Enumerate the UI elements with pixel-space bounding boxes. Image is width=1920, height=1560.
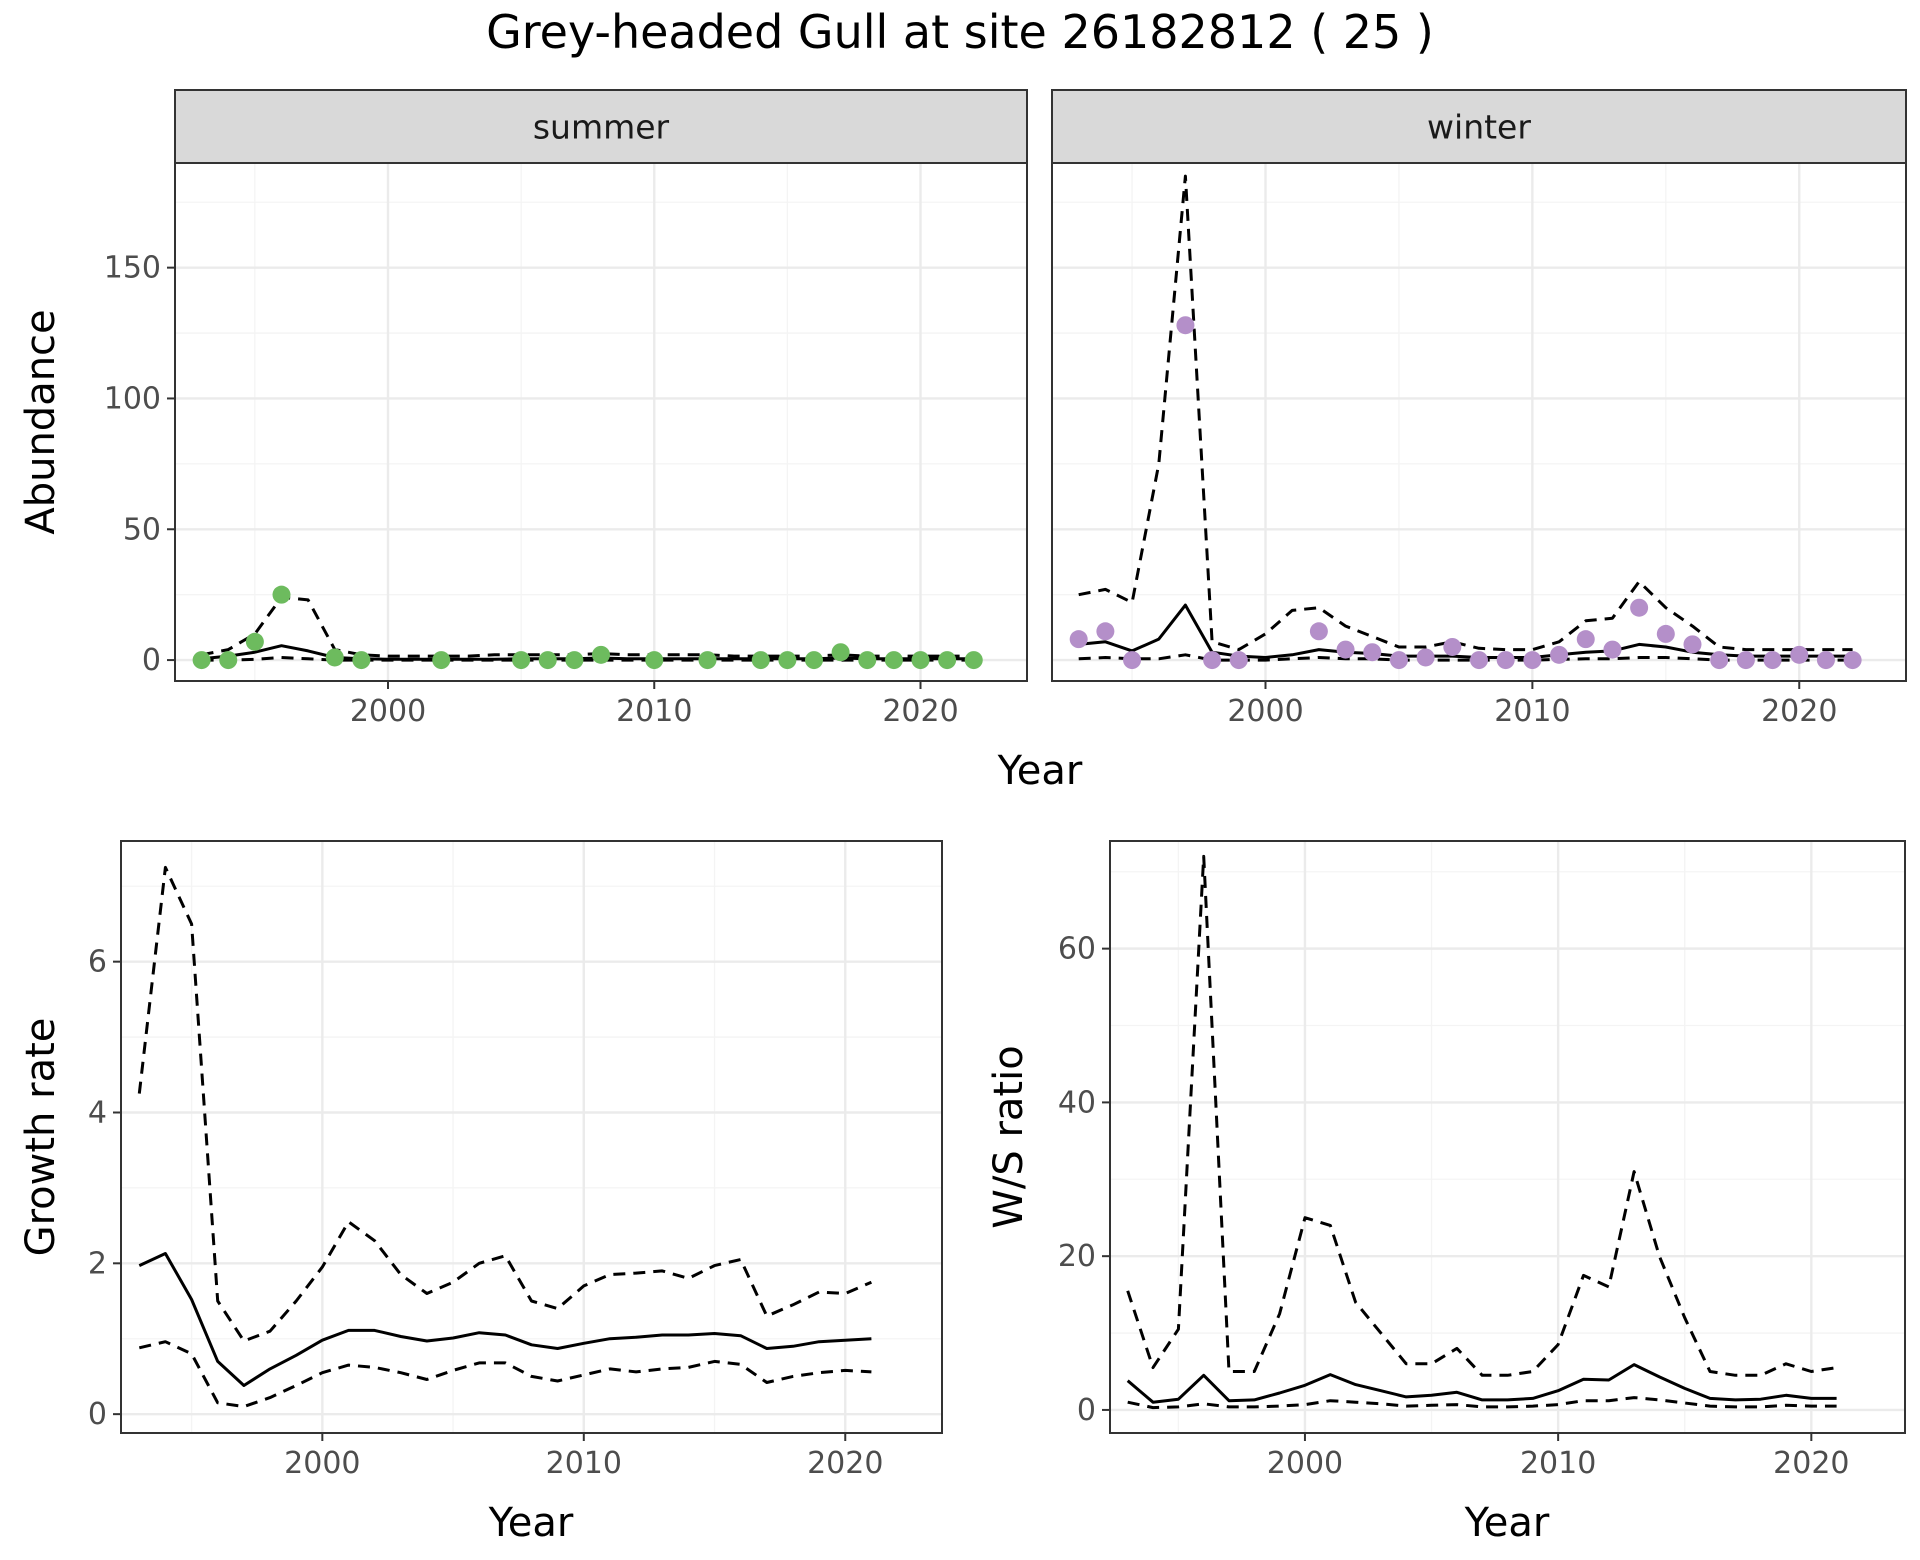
series-line-estimate	[138, 1252, 872, 1387]
data-point	[1336, 640, 1355, 659]
y-tick-label: 40	[1058, 1085, 1096, 1120]
data-point	[831, 643, 850, 662]
x-tick-label: 2010	[1494, 694, 1570, 729]
panel-summer: summer 2000 2010 2020 0 50 100 150	[104, 89, 1028, 729]
x-tick-label: 2000	[350, 694, 426, 729]
panel-border	[1109, 840, 1906, 1434]
panel-growth: 2000 2010 2020 0 2 4 6	[88, 840, 943, 1481]
data-point	[751, 651, 770, 670]
panel-background	[1110, 841, 1905, 1433]
x-tick-label: 2000	[284, 1446, 360, 1481]
series-line-lower	[138, 1340, 872, 1409]
y-tick-label: 50	[123, 512, 161, 547]
y-tick-label: 2	[88, 1246, 107, 1281]
chart-title: Grey-headed Gull at site 26182812 ( 25 )	[486, 5, 1434, 59]
facet-strip-label: winter	[1427, 108, 1531, 147]
data-point	[245, 632, 264, 651]
x-axis-title-growth: Year	[488, 1500, 574, 1546]
series-line-upper	[1078, 174, 1853, 652]
data-point	[1309, 622, 1328, 641]
data-point	[512, 651, 531, 670]
data-point	[964, 651, 983, 670]
x-tick-label: 2020	[882, 694, 958, 729]
data-point	[219, 651, 238, 670]
data-point	[1603, 640, 1622, 659]
x-tick-label: 2020	[807, 1446, 883, 1481]
data-point	[1683, 635, 1702, 654]
series-line-estimate	[1126, 1363, 1837, 1404]
x-tick-label: 2010	[546, 1446, 622, 1481]
panel-ratio: 2000 2010 2020 0 20 40 60	[1058, 840, 1906, 1481]
panel-border	[120, 840, 943, 1434]
data-point	[538, 651, 557, 670]
y-tick-label: 0	[142, 643, 161, 678]
y-axis-title-growth: Growth rate	[18, 1018, 64, 1257]
x-tick-label: 2010	[1520, 1446, 1596, 1481]
data-point	[1123, 651, 1142, 670]
data-point	[1576, 630, 1595, 649]
data-point	[911, 651, 930, 670]
data-point	[1843, 651, 1862, 670]
data-point	[1790, 645, 1809, 664]
data-point	[1416, 648, 1435, 667]
x-axis-title-top: Year	[997, 748, 1083, 794]
data-point	[352, 651, 371, 670]
facet-strip	[174, 89, 1028, 164]
y-tick-label: 60	[1058, 932, 1096, 967]
panel-winter: winter 2000 2010 2020	[1051, 89, 1907, 729]
data-point	[272, 585, 291, 604]
data-point	[1069, 630, 1088, 649]
y-tick-label: 6	[88, 945, 107, 980]
y-tick-label: 0	[88, 1397, 107, 1432]
data-point	[1816, 651, 1835, 670]
data-point	[1523, 651, 1542, 670]
y-axis-title-abundance: Abundance	[18, 309, 64, 534]
data-point	[432, 651, 451, 670]
data-point	[1443, 637, 1462, 656]
data-point	[1176, 316, 1195, 335]
x-tick-label: 2020	[1773, 1446, 1849, 1481]
facet-strip-label: summer	[533, 108, 670, 147]
data-point	[1656, 624, 1675, 643]
data-point	[1736, 651, 1755, 670]
data-point	[1496, 651, 1515, 670]
x-tick-label: 2010	[616, 694, 692, 729]
data-point	[325, 648, 344, 667]
x-axis-title-ratio: Year	[1464, 1500, 1550, 1546]
series-line-upper	[1126, 854, 1837, 1377]
y-tick-label: 150	[104, 251, 161, 286]
data-point	[1630, 598, 1649, 617]
data-point	[1470, 651, 1488, 670]
data-point	[698, 651, 717, 670]
data-point	[1096, 622, 1115, 641]
panel-background	[175, 163, 1027, 681]
y-tick-label: 20	[1058, 1239, 1096, 1274]
y-tick-label: 4	[88, 1095, 107, 1130]
data-point	[858, 651, 877, 670]
data-point	[805, 651, 823, 670]
data-point	[1203, 651, 1222, 670]
data-point	[938, 651, 957, 670]
y-axis-title-ratio: W/S ratio	[986, 1045, 1032, 1228]
data-point	[565, 651, 584, 670]
data-point	[1763, 651, 1782, 670]
data-point	[1389, 651, 1408, 670]
data-point	[592, 645, 610, 664]
data-point	[645, 651, 664, 670]
data-point	[192, 651, 211, 670]
data-point	[1363, 643, 1382, 662]
data-point	[1229, 651, 1248, 670]
x-tick-label: 2020	[1761, 694, 1837, 729]
y-tick-label: 0	[1077, 1393, 1096, 1428]
data-point	[778, 651, 797, 670]
x-tick-label: 2000	[1267, 1446, 1343, 1481]
data-point	[1550, 645, 1569, 664]
data-point	[1710, 651, 1729, 670]
y-tick-label: 100	[104, 381, 161, 416]
x-tick-label: 2000	[1227, 694, 1303, 729]
data-point	[884, 651, 903, 670]
facet-strip	[1051, 89, 1907, 164]
